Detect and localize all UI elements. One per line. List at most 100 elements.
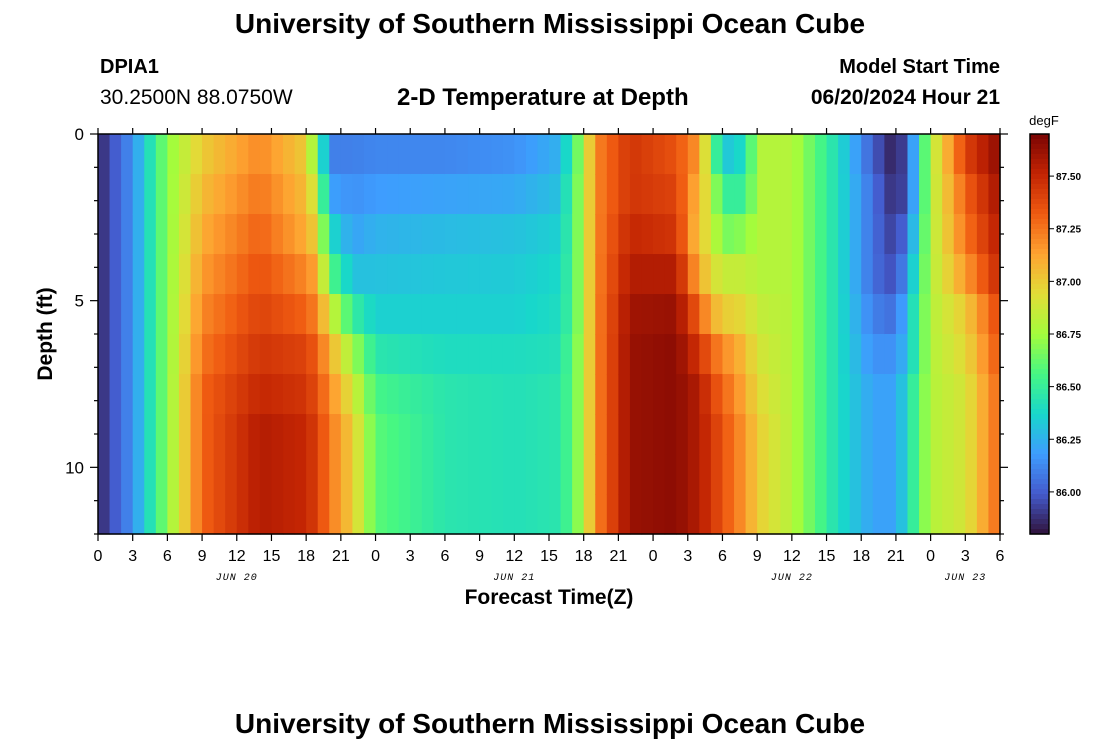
heat-cell [641, 494, 654, 535]
colorbar-segment [1030, 349, 1049, 355]
heat-cell [329, 214, 342, 255]
heat-cell [236, 334, 249, 375]
heat-cell [907, 134, 920, 175]
heat-cell [803, 414, 816, 455]
heat-cell [225, 214, 238, 255]
heat-cell [907, 334, 920, 375]
heat-cell [352, 494, 365, 535]
heat-cell [722, 334, 735, 375]
heat-cell [514, 134, 527, 175]
colorbar-segment [1030, 339, 1049, 345]
heat-cell [340, 214, 354, 255]
heat-cell [572, 374, 585, 415]
heat-cell [734, 294, 747, 335]
heat-cell [468, 414, 481, 455]
heat-cell [468, 454, 481, 495]
heat-cell [710, 374, 724, 415]
heat-cell [895, 174, 909, 215]
heat-cell [849, 454, 862, 495]
page-title: University of Southern Mississippi Ocean… [234, 8, 866, 39]
heat-cell [398, 374, 411, 415]
heat-cell [872, 214, 885, 255]
colorbar-segment [1030, 264, 1049, 270]
colorbar-segment [1030, 209, 1049, 215]
heat-cell [872, 174, 885, 215]
heat-cell [248, 134, 261, 175]
heat-cell [606, 414, 619, 455]
heat-cell [803, 254, 816, 295]
heat-cell [895, 454, 909, 495]
heat-cell [953, 134, 966, 175]
heat-cell [410, 414, 423, 455]
colorbar-unit: degF [1029, 113, 1059, 128]
heat-cell [225, 454, 238, 495]
heat-cell [213, 294, 226, 335]
heat-cell [236, 414, 249, 455]
colorbar-segment [1030, 139, 1049, 145]
heat-cell [549, 254, 562, 295]
heat-cell [838, 294, 851, 335]
heat-cell [398, 214, 411, 255]
heat-cell [895, 374, 909, 415]
heat-cell [687, 294, 700, 335]
heat-cell [803, 294, 816, 335]
heat-cell [942, 494, 955, 535]
heat-cell [861, 254, 874, 295]
heat-cell [363, 374, 377, 415]
colorbar-segment [1030, 384, 1049, 390]
x-tick-label: 12 [228, 548, 246, 565]
heat-cell [814, 294, 828, 335]
heat-cell [861, 414, 874, 455]
heat-cell [919, 454, 932, 495]
heat-cell [768, 174, 781, 215]
heat-cell [329, 454, 342, 495]
heat-cell [549, 334, 562, 375]
heat-cell [491, 494, 504, 535]
heat-cell [664, 414, 677, 455]
heat-cell [236, 494, 249, 535]
x-tick-label: 0 [371, 548, 380, 565]
x-tick-label: 6 [718, 548, 727, 565]
heat-cell [710, 494, 724, 535]
colorbar-tick-label: 86.00 [1056, 488, 1081, 499]
heat-cell [433, 214, 446, 255]
heat-cell [699, 494, 712, 535]
heat-cell [549, 494, 562, 535]
heat-cell [178, 334, 192, 375]
x-date-label: JUN 21 [493, 573, 535, 584]
heat-cell [664, 214, 677, 255]
colorbar-segment [1030, 269, 1049, 275]
heat-cell [317, 374, 330, 415]
heat-cell [953, 454, 966, 495]
heat-cell [687, 254, 700, 295]
heat-cell [676, 254, 689, 295]
heat-cell [121, 174, 134, 215]
heat-cell [976, 334, 990, 375]
heat-cell [363, 334, 377, 375]
heat-cell [699, 454, 712, 495]
heat-cell [699, 174, 712, 215]
heat-cell [132, 374, 145, 415]
heat-cell [259, 334, 273, 375]
y-tick-label: 10 [65, 458, 84, 477]
heat-cell [791, 414, 805, 455]
x-tick-label: 15 [263, 548, 281, 565]
heat-cell [583, 494, 596, 535]
heat-cell [340, 254, 354, 295]
x-tick-label: 3 [683, 548, 692, 565]
heat-cell [884, 254, 897, 295]
heat-cell [838, 254, 851, 295]
heat-cell [629, 294, 643, 335]
heat-cell [768, 334, 781, 375]
colorbar-segment [1030, 174, 1049, 180]
temperature-depth-chart: 0 3 6 9 12 15 18 21 0 3 6 9 12 15 18 21 0 3 6 9 12 15 18 21 0 3 6J… [34, 113, 1081, 609]
heat-cell [306, 174, 319, 215]
heat-cell [560, 214, 573, 255]
colorbar-segment [1030, 304, 1049, 310]
heat-cell [814, 334, 828, 375]
heat-cell [433, 374, 446, 415]
heat-cell [248, 294, 261, 335]
heat-cell [502, 334, 515, 375]
heat-cell [595, 294, 608, 335]
heat-cell [745, 414, 758, 455]
